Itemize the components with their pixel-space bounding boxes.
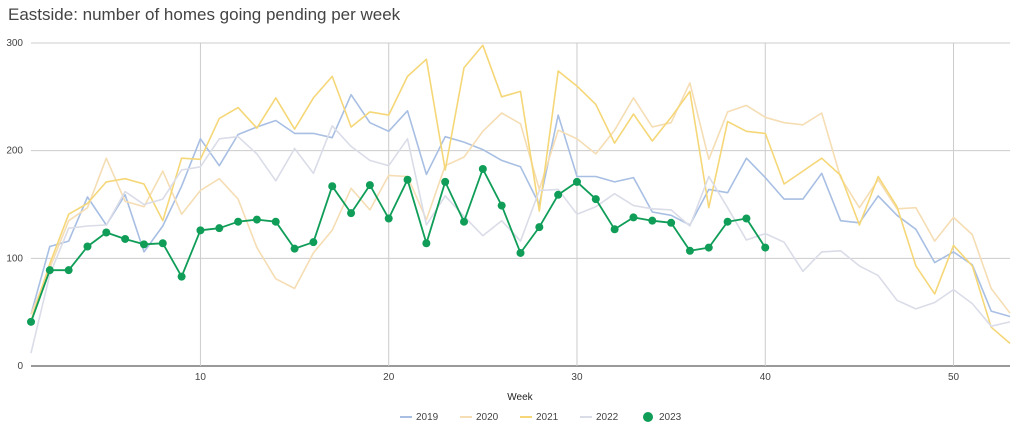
data-point-2023 [704, 243, 713, 252]
data-point-2023 [83, 242, 92, 251]
series-line-2022 [30, 125, 1011, 354]
data-point-2023 [309, 238, 318, 247]
series-line-2020 [30, 82, 1011, 315]
legend-label: 2021 [536, 412, 559, 423]
data-point-2023 [384, 214, 393, 223]
data-point-2023 [554, 190, 563, 199]
series-markers [27, 164, 770, 326]
data-point-2023 [403, 175, 412, 184]
data-point-2023 [478, 164, 487, 173]
y-tick-label: 200 [6, 146, 23, 157]
data-point-2023 [591, 195, 600, 204]
y-tick-label: 100 [6, 253, 23, 264]
data-point-2023 [234, 217, 243, 226]
x-tick-label: 50 [948, 372, 960, 383]
data-point-2023 [610, 225, 619, 234]
data-point-2023 [667, 218, 676, 227]
x-tick-label: 30 [571, 372, 583, 383]
data-point-2023 [648, 216, 657, 225]
legend-item-2020[interactable]: 2020 [460, 412, 499, 423]
legend-label: 2019 [416, 412, 439, 423]
legend-swatch [643, 412, 653, 422]
data-point-2023 [177, 272, 186, 281]
legend-item-2021[interactable]: 2021 [520, 412, 559, 423]
data-point-2023 [271, 217, 280, 226]
data-point-2023 [215, 224, 224, 233]
y-axis-ticks: 0 100 200 300 [6, 38, 23, 372]
data-point-2023 [365, 181, 374, 190]
data-point-2023 [27, 317, 35, 326]
data-point-2023 [516, 248, 525, 257]
x-tick-label: 10 [195, 372, 207, 383]
data-point-2023 [158, 239, 167, 248]
data-point-2023 [742, 214, 751, 223]
data-point-2023 [64, 266, 73, 275]
data-point-2023 [290, 244, 299, 253]
data-point-2023 [685, 246, 694, 255]
series-lines [30, 44, 1011, 354]
y-tick-label: 0 [17, 361, 23, 372]
data-point-2023 [422, 239, 431, 248]
data-point-2023 [441, 177, 450, 186]
data-point-2023 [196, 226, 205, 235]
data-point-2023 [535, 223, 544, 232]
data-point-2023 [723, 217, 732, 226]
x-tick-label: 40 [760, 372, 772, 383]
legend-label: 2022 [596, 412, 619, 423]
data-point-2023 [45, 266, 54, 275]
data-point-2023 [328, 182, 337, 191]
data-point-2023 [460, 217, 469, 226]
series-line-2019 [30, 93, 1011, 318]
x-axis-ticks: 10 20 30 40 50 [195, 372, 960, 383]
data-point-2023 [761, 243, 770, 252]
data-point-2023 [572, 177, 581, 186]
x-axis-label: Week [507, 392, 533, 403]
legend-item-2023[interactable]: 2023 [643, 412, 682, 423]
x-tick-label: 20 [383, 372, 395, 383]
grid-lines [31, 42, 1010, 367]
series-line-2023 [30, 168, 767, 323]
data-point-2023 [121, 234, 130, 243]
data-point-2023 [252, 215, 261, 224]
legend-item-2022[interactable]: 2022 [580, 412, 619, 423]
data-point-2023 [629, 213, 638, 222]
y-tick-label: 300 [6, 38, 23, 49]
legend-label: 2023 [659, 412, 682, 423]
series-line-2021 [30, 44, 1011, 345]
legend-label: 2020 [476, 412, 499, 423]
data-point-2023 [347, 209, 356, 218]
data-point-2023 [102, 228, 111, 237]
data-point-2023 [497, 201, 506, 210]
data-point-2023 [139, 240, 148, 249]
legend-item-2019[interactable]: 2019 [400, 412, 439, 423]
legend[interactable]: 2019 2020 2021 2022 2023 [400, 412, 682, 423]
chart-title: Eastside: number of homes going pending … [8, 5, 401, 24]
